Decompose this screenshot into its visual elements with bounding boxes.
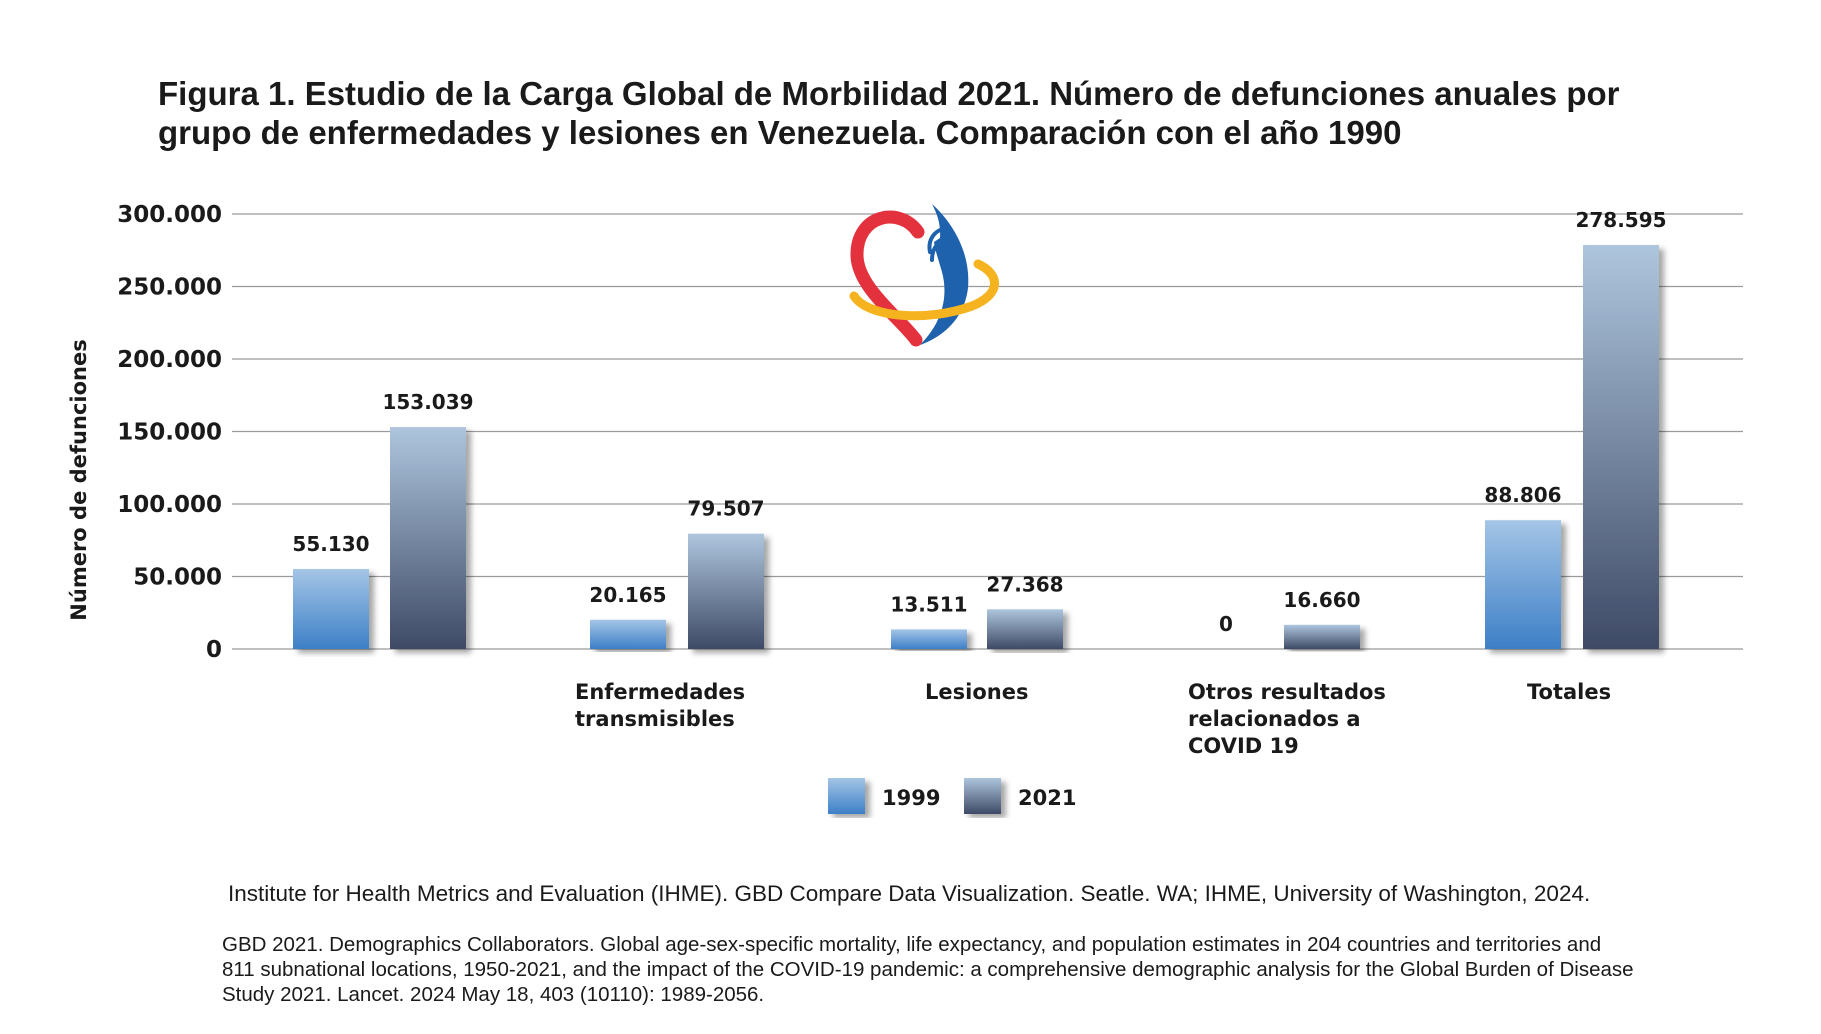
- y-tick-label: 300.000: [117, 202, 222, 228]
- category-label: transmisibles: [575, 707, 735, 731]
- reference-line: 811 subnational locations, 1950-2021, an…: [222, 958, 1634, 981]
- legend-swatch-2021: [964, 778, 1001, 814]
- chart-title-line: Figura 1. Estudio de la Carga Global de …: [158, 75, 1620, 112]
- value-label: 153.039: [382, 390, 473, 414]
- y-tick-label: 200.000: [117, 347, 222, 373]
- chart-title-line: grupo de enfermedades y lesiones en Vene…: [158, 114, 1402, 151]
- bar-2021: [1284, 624, 1360, 649]
- legend-swatch-1999: [828, 778, 865, 814]
- value-label: 55.130: [292, 532, 369, 556]
- category-labels: Enfermedades transmisibles Lesiones Otros r…: [575, 680, 1611, 758]
- value-label: 27.368: [986, 572, 1063, 596]
- value-label: 16.660: [1283, 588, 1360, 612]
- bar-1999: [891, 629, 967, 649]
- chart-title: Figura 1. Estudio de la Carga Global de …: [158, 74, 1718, 152]
- value-label: 278.595: [1575, 208, 1666, 232]
- value-label: 79.507: [687, 497, 764, 521]
- y-tick-label: 250.000: [117, 275, 222, 301]
- reference-citation: GBD 2021. Demographics Collaborators. Gl…: [222, 932, 1722, 1007]
- value-label: 20.165: [589, 583, 666, 607]
- bar-1999: [1485, 520, 1561, 649]
- legend: 1999 2021: [828, 778, 1076, 814]
- reference-line: Study 2021. Lancet. 2024 May 18, 403 (10…: [222, 983, 765, 1006]
- y-tick-label: 0: [206, 637, 222, 663]
- y-axis-label: Número de defunciones: [67, 339, 91, 620]
- logo-yellow-ring: [849, 259, 999, 321]
- logo-red-heart: [850, 210, 925, 347]
- y-axis-ticks: 0 50.000 100.000 150.000 200.000 250.000 300.0…: [117, 202, 222, 663]
- reference-line: GBD 2021. Demographics Collaborators. Gl…: [222, 933, 1602, 956]
- category-label: COVID 19: [1188, 734, 1299, 758]
- heart-hand-logo: [849, 204, 999, 347]
- value-label: 0: [1219, 612, 1233, 636]
- logo-blue-fingers: [927, 228, 948, 262]
- gridlines: [232, 213, 1743, 650]
- logo-blue-hand: [920, 204, 969, 345]
- y-tick-label: 50.000: [133, 565, 222, 591]
- category-label: Enfermedades: [575, 680, 745, 704]
- value-label: 88.806: [1484, 483, 1561, 507]
- bar-2021: [390, 427, 466, 649]
- bar-2021: [1583, 245, 1659, 650]
- legend-label-1999: 1999: [882, 786, 940, 810]
- y-tick-label: 150.000: [117, 420, 222, 446]
- bar-1999: [590, 619, 666, 649]
- category-label: Lesiones: [925, 680, 1028, 704]
- bar-1999: [293, 569, 369, 649]
- bar-chart: 0 50.000 100.000 150.000 200.000 250.000 300.0…: [67, 202, 1743, 814]
- value-labels: 55.130 20.165 13.511 0 88.806 153.039 79.507 27…: [292, 208, 1666, 636]
- bar-2021: [688, 533, 764, 649]
- category-label: Otros resultados: [1188, 680, 1386, 704]
- bar-2021: [987, 609, 1063, 649]
- category-label: relacionados a: [1188, 707, 1361, 731]
- bars: [293, 245, 1659, 650]
- legend-label-2021: 2021: [1018, 786, 1076, 810]
- value-label: 13.511: [890, 592, 967, 616]
- source-citation: Institute for Health Metrics and Evaluat…: [228, 881, 1591, 906]
- category-label: Totales: [1527, 680, 1611, 704]
- y-tick-label: 100.000: [117, 492, 222, 518]
